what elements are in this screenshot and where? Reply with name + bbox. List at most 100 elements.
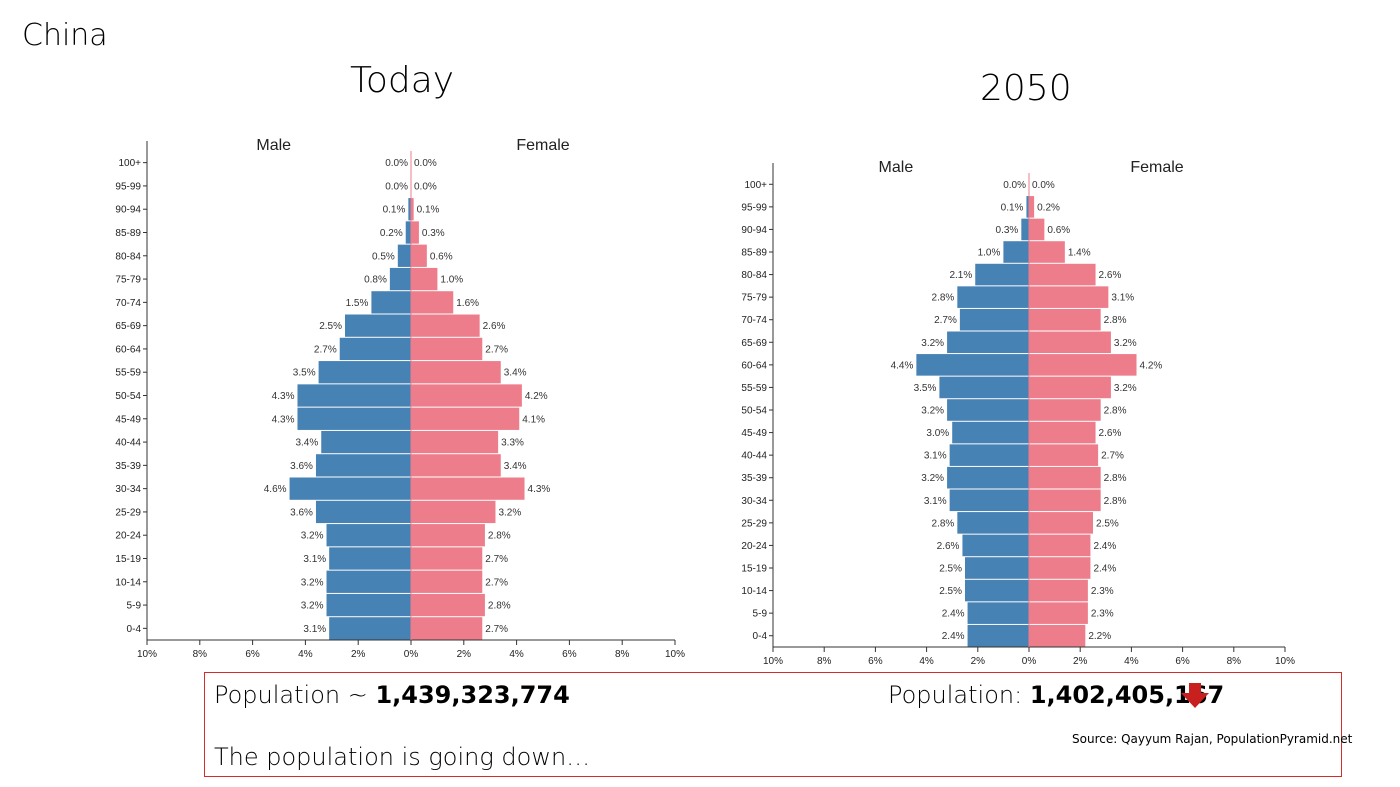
population-info-box — [204, 672, 1342, 777]
x-tick-label: 4% — [1124, 656, 1139, 667]
male-value-label: 3.1% — [303, 554, 326, 565]
female-value-label: 3.2% — [1114, 338, 1137, 349]
age-group-label: 45-49 — [115, 414, 141, 425]
x-tick-label: 8% — [1227, 656, 1242, 667]
female-label: Female — [1130, 159, 1183, 176]
male-bar — [329, 617, 411, 640]
female-value-label: 2.3% — [1091, 609, 1114, 620]
age-group-label: 15-19 — [741, 564, 767, 575]
female-value-label: 2.2% — [1088, 631, 1111, 642]
male-bar — [952, 421, 1029, 444]
female-value-label: 0.6% — [430, 251, 453, 262]
x-tick-label: 4% — [298, 649, 313, 660]
age-group-label: 30-34 — [741, 496, 767, 507]
female-value-label: 2.3% — [1091, 586, 1114, 597]
female-bar — [411, 547, 483, 570]
male-bar — [1026, 196, 1029, 218]
male-value-label: 3.2% — [301, 531, 324, 542]
male-value-label: 3.4% — [295, 438, 318, 449]
male-bar — [321, 430, 411, 454]
age-group-label: 50-54 — [741, 406, 767, 417]
male-value-label: 3.2% — [301, 601, 324, 612]
male-value-label: 3.1% — [924, 496, 947, 507]
female-bar — [1029, 444, 1099, 466]
female-value-label: 0.2% — [1037, 202, 1060, 213]
male-value-label: 0.5% — [372, 251, 395, 262]
male-bar — [967, 624, 1029, 647]
source-credit: Source: Qayyum Rajan, PopulationPyramid.… — [1072, 732, 1353, 746]
x-tick-label: 0% — [404, 649, 419, 660]
population-today: Population ~ 1,439,323,774 — [214, 681, 570, 709]
male-bar — [962, 534, 1029, 557]
age-group-label: 100+ — [118, 158, 141, 169]
female-bar — [411, 244, 427, 267]
female-value-label: 2.5% — [1096, 518, 1119, 529]
female-bar — [411, 407, 520, 430]
male-bar — [949, 444, 1029, 466]
male-value-label: 0.1% — [383, 205, 406, 216]
x-tick-label: 2% — [457, 649, 472, 660]
female-value-label: 0.0% — [414, 181, 437, 192]
female-bar — [411, 198, 414, 221]
female-bar — [1029, 263, 1096, 286]
male-value-label: 1.0% — [978, 248, 1001, 259]
female-value-label: 4.2% — [1140, 360, 1163, 371]
male-bar — [957, 286, 1029, 308]
age-group-label: 30-34 — [115, 484, 141, 495]
x-tick-label: 10% — [665, 649, 685, 660]
male-value-label: 4.3% — [272, 391, 295, 402]
male-bar — [297, 384, 411, 407]
male-value-label: 3.5% — [293, 368, 316, 379]
male-bar — [939, 376, 1029, 399]
female-bar — [411, 593, 485, 617]
x-tick-label: 8% — [615, 649, 630, 660]
female-bar — [1029, 196, 1035, 218]
age-group-label: 45-49 — [741, 428, 767, 439]
female-bar — [411, 570, 483, 593]
male-value-label: 2.6% — [937, 541, 960, 552]
age-group-label: 35-39 — [115, 461, 141, 472]
male-bar — [297, 407, 411, 430]
female-value-label: 0.6% — [1047, 225, 1070, 236]
female-bar — [1029, 579, 1088, 602]
female-bar — [411, 221, 419, 244]
female-value-label: 2.4% — [1093, 541, 1116, 552]
male-bar — [289, 477, 411, 500]
age-group-label: 20-24 — [741, 541, 767, 552]
age-group-label: 95-99 — [115, 181, 141, 192]
female-value-label: 2.6% — [483, 321, 506, 332]
x-tick-label: 2% — [1073, 656, 1088, 667]
male-bar — [957, 512, 1029, 534]
male-bar — [326, 593, 411, 617]
x-tick-label: 4% — [509, 649, 524, 660]
age-group-label: 60-64 — [741, 360, 767, 371]
population-summary: The population is going down… — [214, 743, 591, 771]
male-value-label: 3.2% — [921, 473, 944, 484]
female-bar — [1029, 624, 1086, 647]
x-tick-label: 10% — [763, 656, 783, 667]
female-bar — [411, 430, 499, 454]
female-value-label: 2.8% — [488, 531, 511, 542]
male-value-label: 3.0% — [926, 428, 949, 439]
male-value-label: 3.6% — [290, 507, 313, 518]
female-value-label: 1.4% — [1068, 248, 1091, 259]
x-tick-label: 6% — [868, 656, 883, 667]
age-group-label: 5-9 — [127, 601, 142, 612]
x-tick-label: 0% — [1022, 656, 1037, 667]
female-value-label: 1.0% — [440, 275, 463, 286]
female-bar — [1029, 557, 1091, 579]
female-bar — [411, 337, 483, 361]
age-group-label: 80-84 — [741, 270, 767, 281]
age-group-label: 90-94 — [741, 225, 767, 236]
male-bar — [318, 361, 411, 384]
male-bar — [329, 547, 411, 570]
male-bar — [975, 263, 1029, 286]
male-value-label: 2.7% — [934, 315, 957, 326]
male-bar — [389, 267, 411, 291]
male-bar — [397, 244, 411, 267]
female-value-label: 2.7% — [485, 624, 508, 635]
male-bar — [326, 570, 411, 593]
female-value-label: 4.1% — [522, 414, 545, 425]
age-group-label: 20-24 — [115, 531, 141, 542]
age-group-label: 25-29 — [741, 518, 767, 529]
